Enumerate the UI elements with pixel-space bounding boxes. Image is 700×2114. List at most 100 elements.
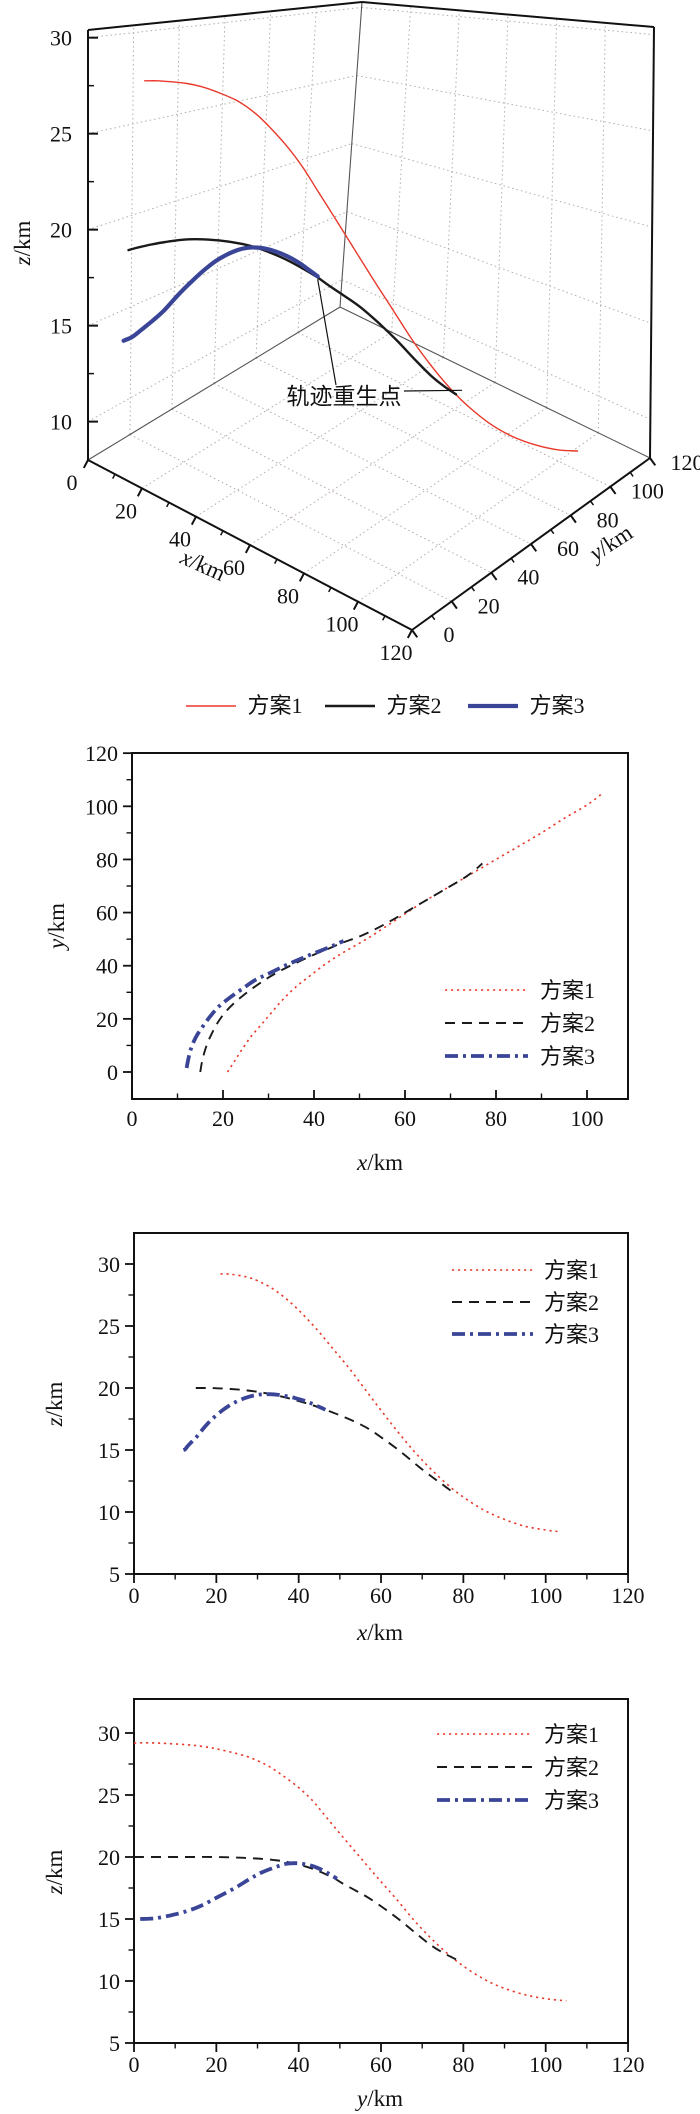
x-tick	[406, 629, 413, 639]
grid-line	[213, 383, 532, 545]
leader-line	[317, 279, 337, 386]
legend-label: 方案3	[544, 1322, 599, 1347]
grid-line	[129, 434, 452, 602]
series-line-方案3	[182, 1392, 327, 1452]
grid-line	[297, 332, 611, 488]
y-axis-title: y/km	[44, 903, 69, 951]
plot-box	[133, 1232, 629, 1575]
legend-label: 方案3	[529, 693, 584, 718]
legend-label: 方案3	[540, 1044, 595, 1069]
series-line-方案1	[133, 1742, 567, 2002]
series-line-方案3	[184, 939, 345, 1069]
wall-floor-edge	[87, 306, 341, 461]
x-tick-label: 60	[370, 1583, 392, 1608]
grid-line	[171, 408, 492, 574]
chart-3d: 10 15 20 25 30 0 20 40 60 80 100 120 0 20 40 60 80 100 120…	[10, 1, 700, 718]
x-tick-label: 120	[612, 1583, 645, 1608]
y-minor-tick	[431, 615, 436, 621]
y-minor-tick	[470, 586, 476, 592]
grid-line	[391, 6, 412, 333]
y-tick-label: 80	[96, 847, 118, 872]
x-tick	[190, 516, 197, 526]
series-line-方案1	[226, 792, 604, 1073]
annotation-label: 轨迹重生点	[287, 384, 402, 409]
series-line-方案3	[140, 1861, 338, 1921]
series-line-3d-方案3	[121, 245, 320, 343]
y-tick-label: 0	[107, 1060, 118, 1085]
y-tick	[450, 600, 458, 610]
y-tick-label: 20	[96, 1007, 118, 1032]
grid-line	[87, 143, 352, 231]
legend-label: 方案2	[540, 1011, 595, 1036]
series-line-3d-方案1	[144, 80, 579, 452]
grid-line	[171, 20, 180, 410]
y-tick-label: 25	[98, 1314, 120, 1339]
x-tick	[244, 544, 251, 554]
y-minor-tick	[510, 557, 515, 563]
y-tick-label: 0	[444, 622, 455, 647]
z-tick-label: 25	[50, 122, 72, 147]
x-tick-label: 40	[169, 527, 191, 552]
y-tick	[490, 572, 498, 581]
x-tick-label: 60	[223, 555, 245, 580]
legend-label: 方案2	[544, 1290, 599, 1315]
z-tick-label: 10	[50, 410, 72, 435]
grid-line	[546, 18, 558, 408]
box-top-edge	[361, 1, 655, 28]
x-tick-label: 0	[129, 1583, 140, 1608]
legend-label: 方案2	[544, 1755, 599, 1780]
y-minor-tick	[589, 500, 595, 506]
x-axis-title: x/km	[356, 1150, 403, 1175]
series-line-方案2	[134, 1856, 458, 1961]
y-tick-label: 30	[98, 1252, 120, 1277]
y-tick-label: 100	[631, 479, 664, 504]
x-tick-label: 60	[370, 2052, 392, 2077]
plot-box	[131, 752, 629, 1100]
x-tick	[298, 572, 305, 582]
z-tick-label: 15	[50, 314, 72, 339]
wall-corner-edge	[339, 1, 363, 308]
y-minor-tick	[629, 471, 634, 477]
x-tick-label: 100	[571, 1106, 604, 1131]
x-tick-label: 0	[67, 470, 78, 495]
legend-label: 方案1	[540, 978, 595, 1003]
x-tick-label: 20	[205, 1583, 227, 1608]
x-minor-tick	[220, 530, 224, 536]
x-tick	[136, 487, 143, 497]
x-tick-label: 100	[529, 1583, 562, 1608]
y-tick-label: 30	[98, 1721, 120, 1746]
grid-line	[255, 357, 571, 516]
y-tick-label: 15	[98, 1907, 120, 1932]
y-tick-label: 10	[98, 1500, 120, 1525]
y-tick-label: 15	[98, 1438, 120, 1463]
y-tick-label: 100	[85, 794, 118, 819]
grid-line	[297, 6, 317, 333]
grid-line	[494, 14, 509, 383]
box-right-edge	[649, 26, 655, 459]
legend-label: 方案1	[544, 1722, 599, 1747]
y-tick-label: 120	[671, 450, 700, 475]
box-top-edge	[87, 1, 363, 31]
y-tick-label: 25	[98, 1783, 120, 1808]
x-tick-label: 0	[127, 1106, 138, 1131]
z-axis-title: z/km	[10, 221, 35, 267]
series-line-方案1	[220, 1273, 561, 1533]
y-tick-label: 5	[109, 2031, 120, 2056]
legend-label: 方案1	[247, 693, 302, 718]
x-tick-label: 80	[277, 583, 299, 608]
series-line-方案2	[195, 1387, 452, 1492]
x-minor-tick	[382, 615, 386, 621]
y-axis-title: z/km	[42, 1382, 67, 1428]
x-tick-label: 120	[380, 640, 413, 665]
x-tick-label: 20	[115, 498, 137, 523]
y-tick-label: 60	[96, 901, 118, 926]
x-axis-title: x/km	[176, 544, 229, 586]
x-tick-label: 120	[612, 2052, 645, 2077]
legend-label: 方案2	[386, 693, 441, 718]
x-minor-tick	[328, 587, 332, 593]
chart-xy: 0 20 40 60 80 100 0 20 40 60 80 100 120 x/km y/km 方案1 方案…	[44, 741, 629, 1175]
x-minor-tick	[166, 502, 170, 508]
y-tick-label: 10	[98, 1969, 120, 1994]
grid-line	[213, 15, 226, 384]
